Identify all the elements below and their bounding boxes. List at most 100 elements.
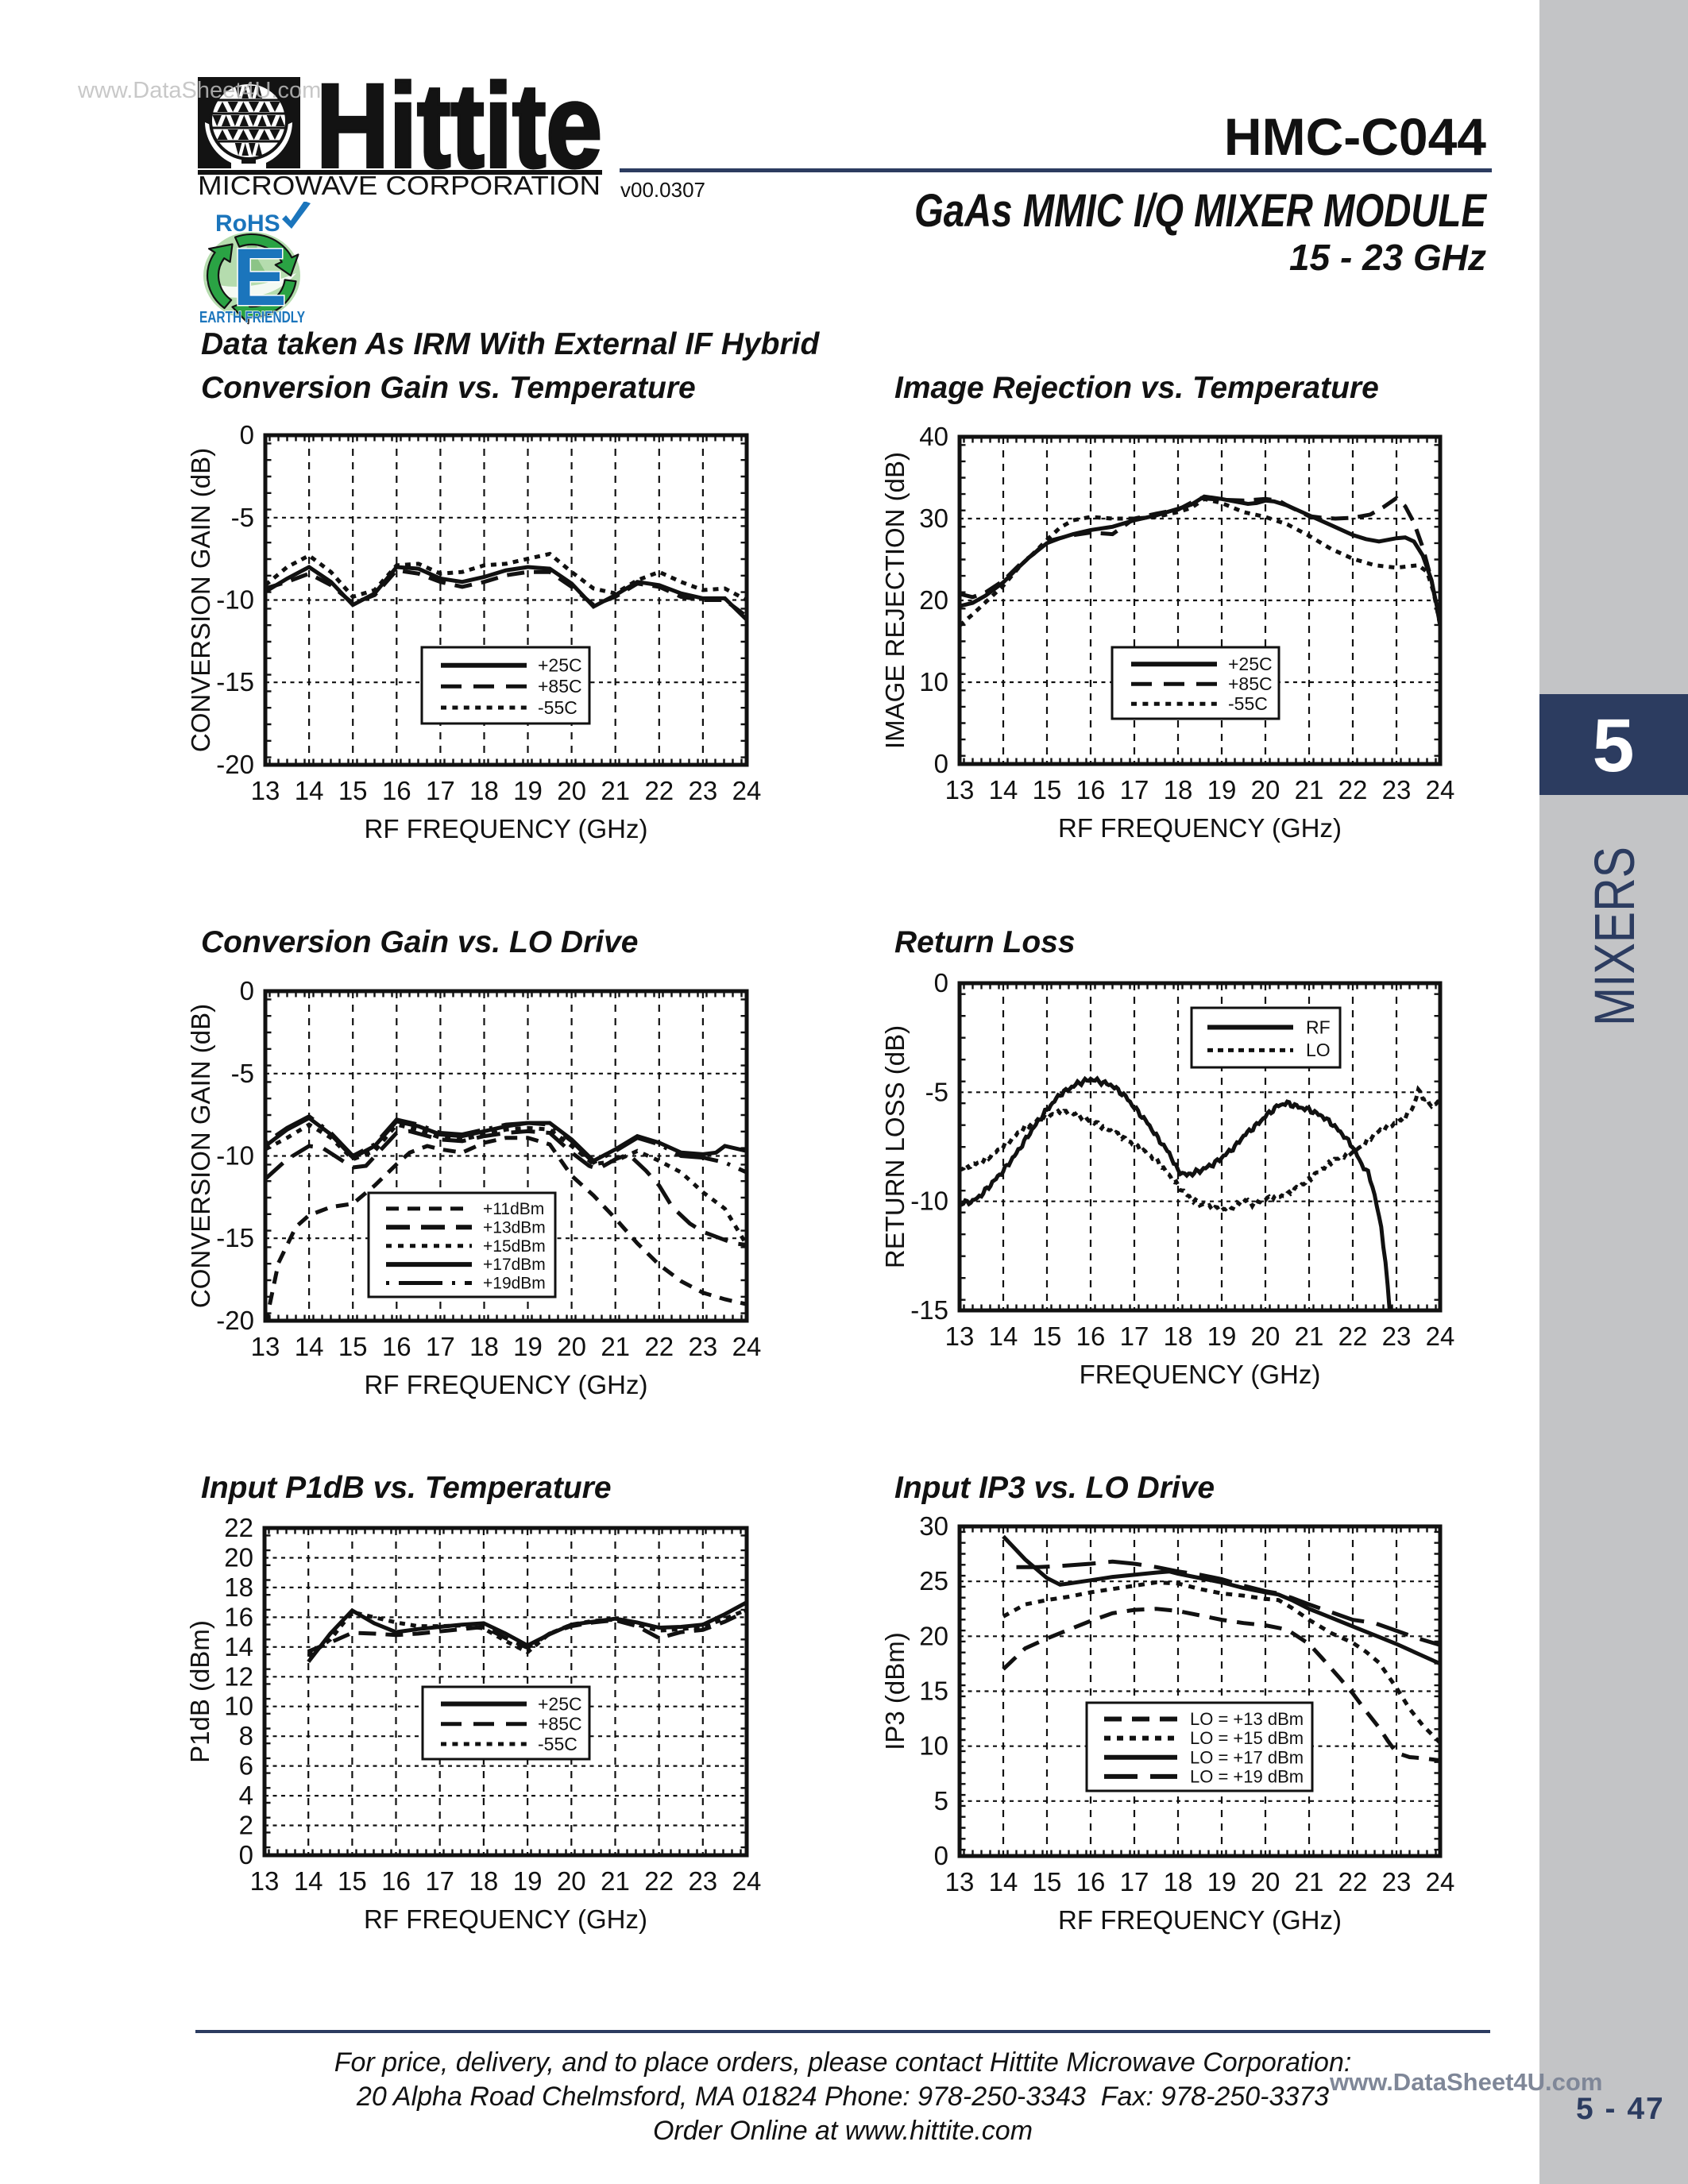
svg-text:E: E [233, 232, 287, 322]
svg-text:-55C: -55C [538, 697, 577, 718]
svg-text:LO = +17 dBm: LO = +17 dBm [1190, 1747, 1304, 1767]
svg-text:-55C: -55C [538, 1734, 577, 1754]
svg-text:-15: -15 [216, 667, 254, 696]
svg-text:17: 17 [426, 1332, 455, 1361]
svg-text:+13dBm: +13dBm [483, 1218, 546, 1237]
svg-text:FREQUENCY (GHz): FREQUENCY (GHz) [1080, 1360, 1321, 1389]
svg-text:24: 24 [1426, 1867, 1455, 1897]
svg-text:22: 22 [644, 1332, 674, 1361]
svg-text:20: 20 [1251, 1867, 1280, 1897]
svg-text:16: 16 [382, 1332, 411, 1361]
svg-text:15: 15 [338, 1866, 367, 1896]
svg-text:RF: RF [1306, 1017, 1331, 1037]
svg-text:19: 19 [1207, 1867, 1237, 1897]
svg-text:-20: -20 [216, 750, 254, 779]
svg-text:4: 4 [239, 1781, 253, 1810]
svg-text:14: 14 [295, 1332, 324, 1361]
svg-text:LO: LO [1306, 1040, 1331, 1060]
svg-text:15: 15 [338, 1332, 368, 1361]
svg-text:22: 22 [644, 776, 674, 805]
svg-text:-20: -20 [216, 1306, 254, 1335]
svg-text:-15: -15 [910, 1295, 948, 1325]
svg-text:14: 14 [295, 776, 324, 805]
svg-text:19: 19 [513, 776, 543, 805]
svg-text:16: 16 [382, 776, 411, 805]
svg-text:LO = +13 dBm: LO = +13 dBm [1190, 1709, 1304, 1729]
svg-text:6: 6 [239, 1751, 253, 1781]
svg-text:21: 21 [601, 1332, 630, 1361]
svg-text:+85C: +85C [1228, 673, 1273, 694]
svg-text:0: 0 [934, 1841, 948, 1870]
svg-text:+85C: +85C [538, 1714, 582, 1734]
svg-text:23: 23 [1382, 1322, 1412, 1351]
svg-text:13: 13 [945, 1322, 975, 1351]
svg-text:5: 5 [1593, 704, 1635, 788]
svg-text:16: 16 [381, 1866, 411, 1896]
svg-text:RETURN LOSS (dB): RETURN LOSS (dB) [880, 1025, 910, 1268]
svg-text:13: 13 [251, 776, 280, 805]
svg-text:-10: -10 [216, 585, 254, 615]
svg-text:-5: -5 [925, 1077, 948, 1106]
svg-text:CONVERSION GAIN (dB): CONVERSION GAIN (dB) [186, 448, 215, 752]
svg-text:-5: -5 [231, 503, 254, 532]
svg-text:+25C: +25C [538, 655, 582, 676]
svg-text:22: 22 [224, 1513, 253, 1542]
svg-text:15: 15 [1033, 1322, 1062, 1351]
svg-text:20: 20 [224, 1543, 253, 1572]
svg-text:23: 23 [689, 1332, 718, 1361]
svg-text:2: 2 [239, 1811, 253, 1840]
svg-text:21: 21 [1295, 775, 1324, 805]
svg-text:IMAGE REJECTION (dB): IMAGE REJECTION (dB) [880, 452, 910, 749]
svg-text:15 - 23 GHz: 15 - 23 GHz [1289, 237, 1486, 278]
svg-text:14: 14 [224, 1632, 253, 1661]
svg-text:15: 15 [338, 776, 368, 805]
svg-text:17: 17 [426, 776, 455, 805]
svg-text:5: 5 [934, 1786, 948, 1815]
svg-text:20: 20 [557, 1866, 586, 1896]
svg-text:30: 30 [919, 1511, 948, 1541]
svg-text:19: 19 [513, 1866, 543, 1896]
svg-text:0: 0 [934, 749, 948, 778]
svg-text:21: 21 [601, 1866, 630, 1896]
svg-text:-10: -10 [216, 1141, 254, 1171]
svg-text:10: 10 [919, 667, 948, 696]
svg-text:+17dBm: +17dBm [483, 1256, 546, 1274]
svg-text:17: 17 [425, 1866, 454, 1896]
svg-text:15: 15 [919, 1677, 948, 1706]
svg-text:24: 24 [732, 1866, 762, 1896]
svg-text:12: 12 [224, 1661, 253, 1691]
svg-text:15: 15 [1033, 1867, 1062, 1897]
svg-text:+15dBm: +15dBm [483, 1237, 546, 1256]
svg-text:0: 0 [239, 1840, 253, 1870]
svg-text:30: 30 [919, 504, 948, 533]
svg-text:17: 17 [1120, 775, 1149, 805]
svg-text:20: 20 [1251, 775, 1280, 805]
svg-text:RF FREQUENCY (GHz): RF FREQUENCY (GHz) [365, 1370, 648, 1399]
svg-text:23: 23 [688, 1866, 717, 1896]
svg-text:17: 17 [1120, 1867, 1149, 1897]
svg-text:16: 16 [1076, 1867, 1106, 1897]
svg-text:MIXERS: MIXERS [1584, 847, 1647, 1026]
svg-text:16: 16 [224, 1602, 253, 1631]
svg-text:18: 18 [469, 1332, 499, 1361]
svg-text:0: 0 [934, 968, 948, 997]
svg-text:21: 21 [1295, 1322, 1324, 1351]
svg-text:10: 10 [919, 1731, 948, 1761]
svg-text:+25C: +25C [538, 1693, 582, 1714]
svg-text:22: 22 [1338, 1867, 1368, 1897]
svg-text:LO = +19 dBm: LO = +19 dBm [1190, 1766, 1304, 1786]
svg-text:LO = +15 dBm: LO = +15 dBm [1190, 1728, 1304, 1748]
svg-text:18: 18 [1164, 1322, 1193, 1351]
svg-text:19: 19 [513, 1332, 543, 1361]
svg-text:20: 20 [919, 1621, 948, 1650]
svg-text:18: 18 [1164, 1867, 1193, 1897]
svg-text:13: 13 [945, 775, 975, 805]
svg-text:IP3 (dBm): IP3 (dBm) [880, 1632, 910, 1750]
svg-text:24: 24 [732, 1332, 762, 1361]
svg-text:18: 18 [1164, 775, 1193, 805]
svg-text:+11dBm: +11dBm [483, 1200, 544, 1218]
svg-text:22: 22 [644, 1866, 674, 1896]
svg-text:23: 23 [1382, 1867, 1412, 1897]
svg-text:16: 16 [1076, 1322, 1106, 1351]
svg-text:-5: -5 [231, 1059, 254, 1088]
